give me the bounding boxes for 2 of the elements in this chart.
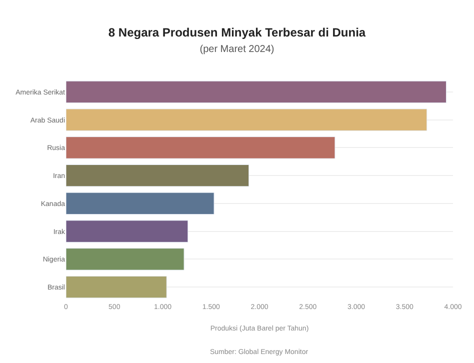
chart-title: 8 Negara Produsen Minyak Terbesar di Dunia	[108, 25, 366, 40]
chart-subtitle: (per Maret 2024)	[200, 44, 274, 55]
